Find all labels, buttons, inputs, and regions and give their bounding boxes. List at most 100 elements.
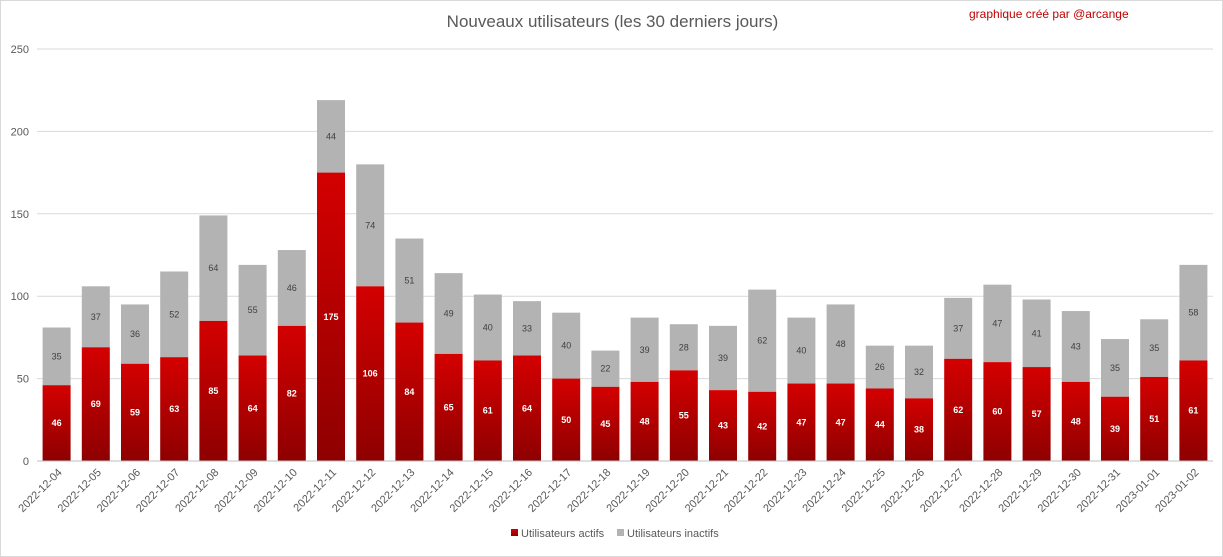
data-label-inactive: 46 — [287, 283, 297, 293]
data-label-active: 47 — [836, 417, 846, 427]
bar-active — [1101, 396, 1129, 461]
y-tick-label: 50 — [17, 374, 29, 386]
legend: Utilisateurs actifs Utilisateurs inactifs — [511, 528, 719, 540]
bar-inactive — [160, 271, 189, 358]
bar-inactive — [81, 286, 110, 348]
data-label-active: 50 — [561, 415, 571, 425]
bar-inactive — [434, 273, 463, 354]
data-label-active: 62 — [953, 405, 963, 415]
bar-inactive — [395, 238, 424, 323]
data-label-inactive: 33 — [522, 323, 532, 333]
data-label-inactive: 52 — [169, 309, 179, 319]
bar-inactive — [356, 164, 385, 287]
y-tick-label: 250 — [11, 44, 29, 56]
y-tick-label: 100 — [11, 291, 29, 303]
bar-inactive — [42, 327, 71, 386]
data-label-inactive: 47 — [992, 318, 1002, 328]
data-label-active: 84 — [404, 387, 414, 397]
bar-active — [513, 355, 541, 461]
data-label-active: 51 — [1149, 414, 1159, 424]
data-label-inactive: 49 — [444, 309, 454, 319]
data-label-active: 69 — [91, 399, 101, 409]
y-tick-label: 200 — [11, 126, 29, 138]
bar-active — [121, 363, 149, 461]
legend-entry: Utilisateurs actifs — [521, 528, 605, 540]
data-label-active: 44 — [875, 420, 885, 430]
bar-active — [1140, 376, 1169, 461]
bar-inactive — [199, 215, 228, 321]
bar-inactive — [1140, 319, 1169, 377]
bar-active — [277, 325, 306, 461]
bar-inactive — [630, 317, 659, 382]
data-label-inactive: 58 — [1188, 308, 1198, 318]
data-label-active: 45 — [600, 419, 610, 429]
bar-inactive — [473, 294, 502, 361]
bar-active — [238, 355, 267, 461]
bar-active — [434, 353, 463, 461]
bar-active — [317, 172, 345, 461]
bars: 46 35 69 37 59 36 63 52 85 64 64 55 82 46 175 44 106 74 84… — [42, 100, 1208, 461]
data-label-inactive: 74 — [365, 220, 375, 230]
bar-inactive — [121, 304, 149, 364]
data-label-inactive: 39 — [640, 345, 650, 355]
bar-active — [826, 383, 855, 461]
data-label-active: 48 — [640, 416, 650, 426]
data-label-active: 38 — [914, 425, 924, 435]
data-label-active: 48 — [1071, 416, 1081, 426]
data-label-active: 59 — [130, 407, 140, 417]
data-label-active: 46 — [52, 418, 62, 428]
bar-inactive — [905, 345, 933, 399]
data-label-inactive: 37 — [91, 312, 101, 322]
data-label-inactive: 40 — [561, 341, 571, 351]
bar-active — [1179, 360, 1208, 461]
data-label-active: 61 — [1188, 406, 1198, 416]
data-label-active: 43 — [718, 421, 728, 431]
data-label-inactive: 32 — [914, 367, 924, 377]
bar-active — [630, 381, 659, 461]
data-label-inactive: 41 — [1032, 328, 1042, 338]
data-label-inactive: 48 — [836, 339, 846, 349]
data-label-active: 106 — [363, 369, 378, 379]
data-label-active: 82 — [287, 388, 297, 398]
bar-inactive — [944, 297, 973, 359]
bar-active — [944, 358, 973, 461]
bar-inactive — [983, 284, 1012, 363]
bar-inactive — [1101, 339, 1129, 397]
legend-swatch — [617, 529, 624, 536]
bar-active — [709, 390, 737, 461]
legend-entry: Utilisateurs inactifs — [627, 528, 719, 540]
bar-inactive — [787, 317, 816, 384]
data-label-inactive: 35 — [52, 351, 62, 361]
data-label-active: 57 — [1032, 409, 1042, 419]
data-label-active: 61 — [483, 406, 493, 416]
data-label-inactive: 62 — [757, 336, 767, 346]
data-label-inactive: 44 — [326, 131, 336, 141]
bar-inactive — [238, 264, 267, 356]
bar-inactive — [1061, 311, 1090, 382]
data-label-inactive: 22 — [600, 364, 610, 374]
bar-active — [748, 391, 777, 461]
chart-title: Nouveaux utilisateurs (les 30 derniers j… — [446, 12, 779, 31]
data-label-active: 55 — [679, 411, 689, 421]
bar-inactive — [865, 345, 894, 389]
data-label-active: 85 — [208, 386, 218, 396]
bar-inactive — [552, 312, 581, 379]
bar-inactive — [1022, 299, 1051, 368]
chart-credit: graphique créé par @arcange — [969, 7, 1129, 21]
bar-inactive — [669, 324, 698, 371]
bar-active — [160, 357, 189, 461]
data-label-inactive: 64 — [208, 263, 218, 273]
bar-inactive — [709, 325, 737, 391]
data-label-active: 39 — [1110, 424, 1120, 434]
bar-inactive — [591, 350, 620, 387]
data-label-inactive: 36 — [130, 329, 140, 339]
bar-inactive — [1179, 264, 1208, 361]
data-label-inactive: 26 — [875, 362, 885, 372]
data-label-active: 60 — [992, 407, 1002, 417]
data-label-active: 42 — [757, 421, 767, 431]
x-axis: 2022-12-042022-12-052022-12-062022-12-07… — [16, 460, 1213, 515]
data-label-inactive: 40 — [796, 346, 806, 356]
bar-active — [552, 378, 581, 461]
bar-active — [591, 386, 620, 461]
